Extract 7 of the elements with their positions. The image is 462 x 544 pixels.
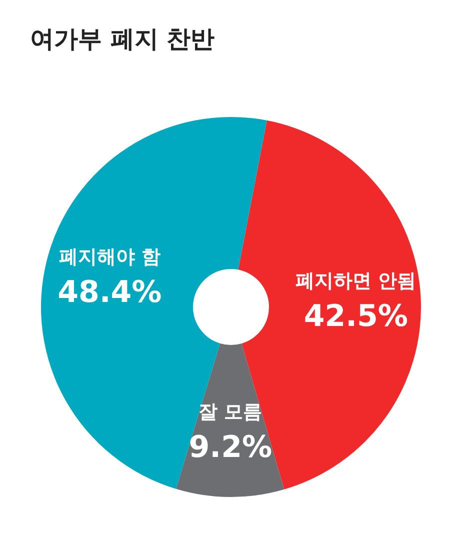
data-label: 9.2% bbox=[188, 430, 272, 465]
slice-label: 잘 모름 bbox=[198, 401, 262, 423]
slice-label: 폐지하면 안됨 bbox=[296, 270, 416, 292]
slice-label: 폐지해야 함 bbox=[58, 246, 160, 268]
data-label: 48.4% bbox=[58, 275, 162, 310]
data-label: 42.5% bbox=[304, 299, 408, 334]
chart-title: 여가부 폐지 찬반 bbox=[30, 25, 215, 53]
